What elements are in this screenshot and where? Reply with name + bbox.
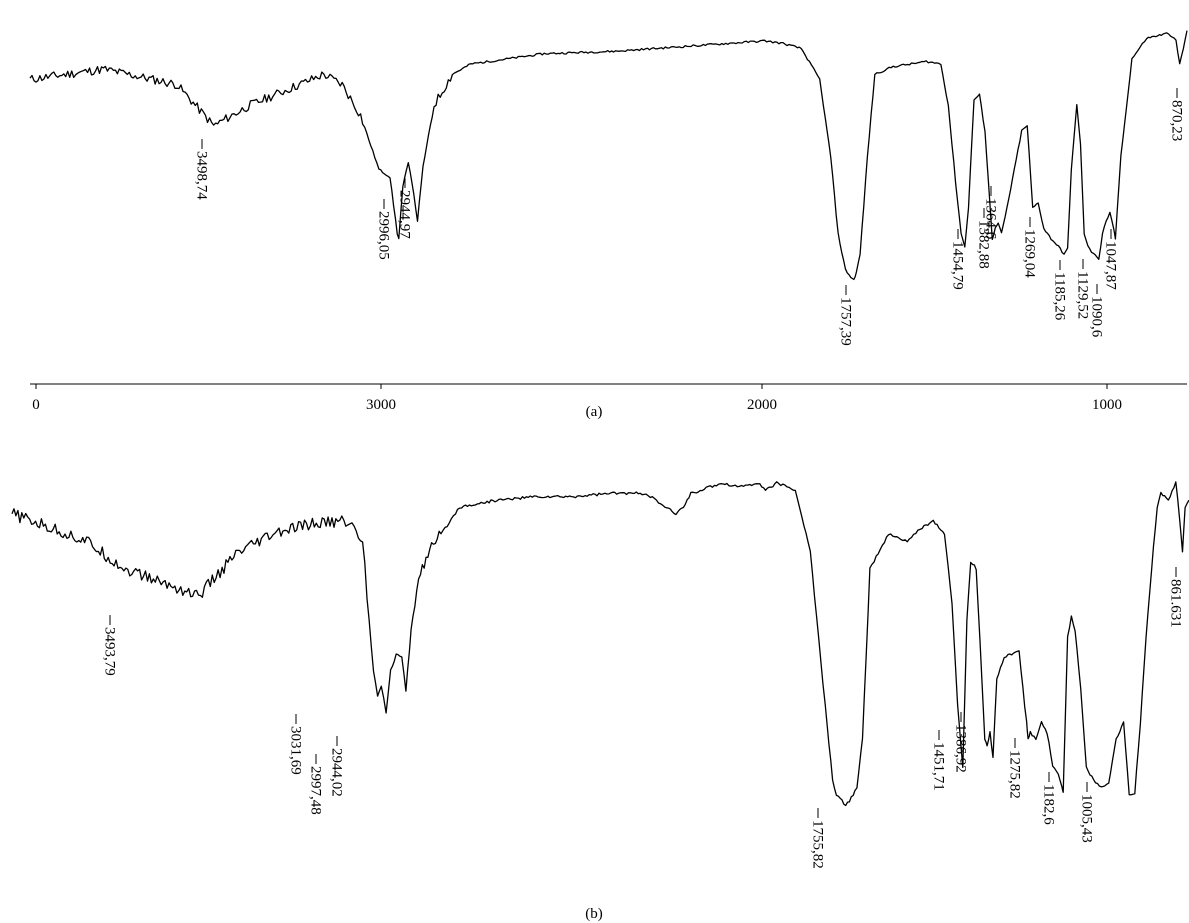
peak-label: 1382,88 [975, 220, 991, 269]
peak-leaders-b [109, 567, 1177, 818]
panel-label-a: (a) [586, 404, 603, 420]
x-tick-label: 0 [32, 397, 40, 413]
peak-label: 2997,48 [307, 766, 323, 815]
peak-label: 870,23 [1168, 100, 1184, 141]
x-tick-label: 2000 [747, 397, 777, 413]
peak-label: 1129,52 [1074, 271, 1090, 319]
peak-label: 1005,43 [1078, 794, 1094, 843]
peak-label: 1757,39 [837, 297, 853, 346]
peak-label: 1185,26 [1051, 272, 1067, 321]
x-tick-label: 1000 [1092, 397, 1122, 413]
peak-label: 1755,82 [809, 820, 825, 869]
peak-label: 2996,05 [375, 211, 391, 260]
peak-label: 1047,87 [1102, 241, 1118, 290]
peak-label: 2944,02 [328, 748, 344, 797]
spectrum-line-b [11, 481, 1189, 807]
peak-leaders-a [201, 88, 1178, 295]
spectrum-panel-a: 3498,74 2996,05 2944,97 1757,39 1454,79 1382,… [29, 30, 1188, 420]
peak-label: 1182,6 [1040, 784, 1056, 825]
peak-label: 1275,82 [1006, 750, 1022, 799]
peak-label: 2944,97 [396, 190, 412, 239]
peak-label: 3498,74 [193, 151, 209, 200]
peak-label: 861.631 [1167, 579, 1183, 628]
peak-label: 3031,69 [287, 726, 303, 775]
x-tick-label: 3000 [366, 397, 396, 413]
spectrum-line-a [29, 30, 1188, 281]
panel-label-b: (b) [585, 906, 603, 922]
peak-label: 3493,79 [101, 627, 117, 676]
peak-label: 1269,04 [1021, 229, 1037, 278]
peak-label: 1090,6 [1088, 296, 1104, 338]
peak-label: 1386,92 [952, 724, 968, 773]
x-axis-ticks: 0 3000 2000 1000 [32, 384, 1122, 413]
peak-labels-a: 3498,74 2996,05 2944,97 1757,39 1454,79 1382,… [193, 100, 1184, 346]
peak-label: 1451,71 [930, 742, 946, 791]
peak-label: 1454,79 [949, 241, 965, 290]
peak-label: 1364,6 [982, 198, 998, 240]
